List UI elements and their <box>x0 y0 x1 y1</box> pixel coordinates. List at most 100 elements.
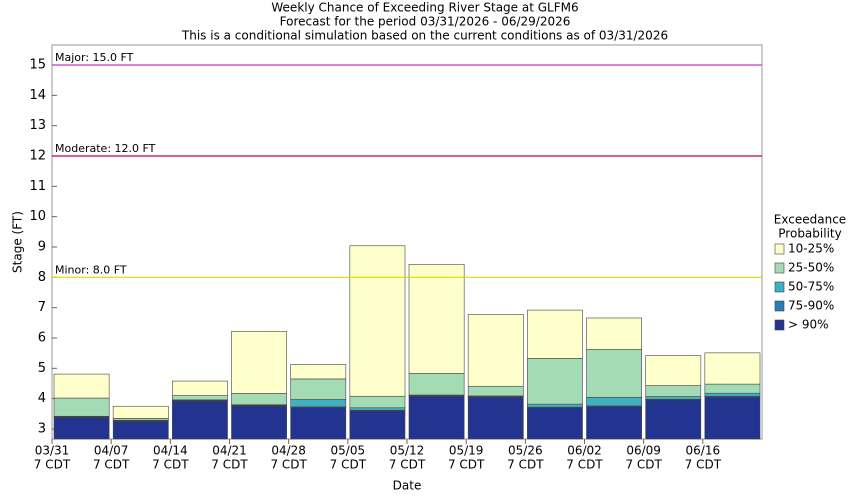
plot-area <box>51 44 763 440</box>
bar-segment <box>467 385 524 397</box>
bar-segment <box>53 373 110 399</box>
x-tick-label: 06/02 <box>567 444 602 458</box>
x-tick-label: 7 CDT <box>389 458 426 472</box>
legend-title: Probability <box>778 227 841 241</box>
bar-segment <box>704 392 761 397</box>
bar-segment <box>53 397 110 417</box>
legend-label: > 90% <box>788 318 829 332</box>
x-tick-label: 04/14 <box>153 444 188 458</box>
y-tick-label: 10 <box>29 209 46 224</box>
y-tick-label: 14 <box>29 88 46 103</box>
bar-segment <box>112 405 169 419</box>
x-tick-label: 7 CDT <box>685 458 722 472</box>
bar-segment <box>53 417 110 440</box>
bar-segment <box>349 410 406 440</box>
bar-segment <box>586 397 642 407</box>
bar-segment <box>408 373 465 396</box>
legend-label: 25-50% <box>788 261 834 275</box>
x-tick-label: 06/09 <box>626 444 661 458</box>
bar-segment <box>586 317 642 350</box>
x-tick-label: 05/26 <box>508 444 543 458</box>
y-tick-label: 9 <box>38 240 46 255</box>
bar-segment <box>467 314 524 387</box>
legend-swatch <box>774 243 785 255</box>
x-tick-label: 7 CDT <box>211 458 248 472</box>
x-tick-label: 7 CDT <box>93 458 130 472</box>
threshold-label: Moderate: 12.0 FT <box>55 142 156 155</box>
x-tick-label: 05/19 <box>449 444 484 458</box>
bar-segment <box>586 406 642 440</box>
bar-segment <box>467 396 524 440</box>
bar-segment <box>645 355 702 386</box>
bar-segment <box>172 400 228 440</box>
y-tick-label: 5 <box>38 361 46 376</box>
x-tick-label: 7 CDT <box>152 458 189 472</box>
x-tick-label: 7 CDT <box>625 458 662 472</box>
y-tick-label: 8 <box>38 270 46 285</box>
x-axis-label: Date <box>393 479 422 493</box>
x-tick-label: 05/12 <box>390 444 425 458</box>
legend-title: Exceedance <box>774 213 846 227</box>
bar-segment <box>704 396 761 440</box>
x-tick-label: 7 CDT <box>448 458 485 472</box>
x-tick-label: 7 CDT <box>330 458 367 472</box>
x-tick-label: 04/07 <box>94 444 129 458</box>
chart-subtitle: Forecast for the period 03/31/2026 - 06/… <box>280 15 571 29</box>
bar-segment <box>645 385 702 397</box>
legend-label: 50-75% <box>788 280 834 294</box>
bar-segment <box>290 378 347 400</box>
legend-swatch <box>774 262 785 274</box>
y-tick-label: 11 <box>29 179 46 194</box>
x-tick-label: 05/05 <box>331 444 366 458</box>
bar-segment <box>527 358 583 405</box>
y-axis-label: Stage (FT) <box>11 211 25 273</box>
threshold-label: Minor: 8.0 FT <box>55 263 127 276</box>
y-tick-label: 13 <box>29 118 46 133</box>
bar-segment <box>527 403 583 408</box>
y-tick-label: 12 <box>29 149 46 164</box>
bar-segment <box>645 399 702 440</box>
bar-segment <box>349 407 406 411</box>
y-tick-label: 6 <box>38 330 46 345</box>
bar-segment <box>704 352 761 385</box>
x-tick-label: 04/21 <box>212 444 247 458</box>
bar-segment <box>408 263 465 374</box>
bar-segment <box>290 364 347 380</box>
x-tick-label: 04/28 <box>271 444 306 458</box>
y-tick-label: 3 <box>38 421 46 436</box>
bar-segment <box>586 349 642 398</box>
x-tick-label: 7 CDT <box>507 458 544 472</box>
bar-segment <box>645 396 702 400</box>
bar-segment <box>527 407 583 440</box>
x-tick-label: 03/31 <box>35 444 70 458</box>
x-tick-label: 7 CDT <box>270 458 307 472</box>
x-tick-label: 7 CDT <box>34 458 71 472</box>
bar-segment <box>172 380 228 396</box>
bar-segment <box>349 245 406 397</box>
chart-subtitle: This is a conditional simulation based o… <box>181 29 668 43</box>
y-tick-label: 15 <box>29 58 46 73</box>
legend-label: 75-90% <box>788 299 834 313</box>
bar-segment <box>172 395 228 401</box>
x-tick-label: 7 CDT <box>566 458 603 472</box>
chart-title: Weekly Chance of Exceeding River Stage a… <box>271 1 578 15</box>
legend-swatch <box>774 281 785 293</box>
legend-swatch <box>774 319 785 331</box>
bar-segment <box>231 405 287 440</box>
y-tick-label: 4 <box>38 391 46 406</box>
bar-segment <box>704 383 761 394</box>
bar-segment <box>290 407 347 440</box>
bar-segment <box>231 393 287 406</box>
bar-segment <box>349 395 406 409</box>
y-tick-label: 7 <box>38 300 46 315</box>
bar-segment <box>112 421 169 440</box>
bar-segment <box>290 399 347 408</box>
threshold-label: Major: 15.0 FT <box>55 51 134 64</box>
legend-label: 10-25% <box>788 242 834 256</box>
bar-segment <box>527 309 583 359</box>
bar-segment <box>231 331 287 394</box>
legend-swatch <box>774 300 785 312</box>
bar-segment <box>408 395 465 440</box>
x-tick-label: 06/16 <box>686 444 721 458</box>
